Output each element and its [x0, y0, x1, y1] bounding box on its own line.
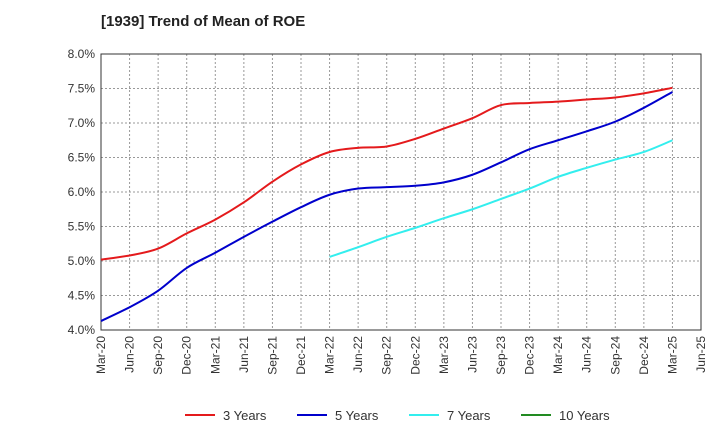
x-tick-label: Sep-24 — [608, 336, 622, 375]
x-tick-label: Jun-23 — [465, 336, 479, 373]
x-tick-label: Jun-20 — [123, 336, 137, 373]
x-tick-label: Dec-20 — [180, 336, 194, 375]
y-axis-ticks: 4.0% 4.5% 5.0% 5.5% 6.0% 6.5% 7.0% 7.5% 8.0% — [68, 47, 96, 337]
legend-label-3-years: 3 Years — [223, 408, 267, 423]
series-line-3-years — [100, 86, 673, 261]
y-tick-label: 6.0% — [68, 185, 96, 199]
legend-label-10-years: 10 Years — [559, 408, 610, 423]
x-tick-label: Mar-21 — [208, 336, 222, 374]
y-tick-label: 6.5% — [68, 151, 96, 165]
x-tick-label: Mar-20 — [94, 336, 108, 374]
x-tick-label: Mar-25 — [665, 336, 679, 374]
x-tick-label: Sep-20 — [151, 336, 165, 375]
chart-title: [1939] Trend of Mean of ROE — [101, 13, 306, 30]
x-tick-label: Mar-22 — [323, 336, 337, 374]
x-tick-label: Dec-23 — [523, 336, 537, 375]
y-tick-label: 7.0% — [68, 116, 96, 130]
x-tick-label: Dec-21 — [294, 336, 308, 375]
legend: 3 Years 5 Years 7 Years 10 Years — [185, 408, 610, 423]
y-tick-label: 4.0% — [68, 323, 96, 337]
x-tick-label: Jun-22 — [351, 336, 365, 373]
x-tick-label: Jun-24 — [580, 336, 594, 373]
x-tick-label: Sep-23 — [494, 336, 508, 375]
x-tick-label: Sep-21 — [265, 336, 279, 375]
x-tick-label: Sep-22 — [380, 336, 394, 375]
series — [100, 86, 673, 322]
y-tick-label: 4.5% — [68, 289, 96, 303]
series-line-5-years — [100, 91, 673, 322]
x-tick-label: Mar-23 — [437, 336, 451, 374]
x-axis-ticks: Mar-20 Jun-20 Sep-20 Dec-20 Mar-21 Jun-21 Sep-… — [94, 336, 708, 375]
grid — [101, 54, 701, 330]
y-tick-label: 7.5% — [68, 82, 96, 96]
y-tick-label: 5.5% — [68, 220, 96, 234]
x-tick-label: Dec-22 — [408, 336, 422, 375]
series-line-7-years — [329, 139, 673, 258]
x-tick-label: Jun-21 — [237, 336, 251, 373]
x-tick-label: Jun-25 — [694, 336, 708, 373]
x-tick-label: Dec-24 — [637, 336, 651, 375]
y-tick-label: 5.0% — [68, 254, 96, 268]
legend-label-5-years: 5 Years — [335, 408, 379, 423]
x-tick-label: Mar-24 — [551, 336, 565, 374]
y-tick-label: 8.0% — [68, 47, 96, 61]
legend-label-7-years: 7 Years — [447, 408, 491, 423]
plot-border — [100, 53, 702, 331]
